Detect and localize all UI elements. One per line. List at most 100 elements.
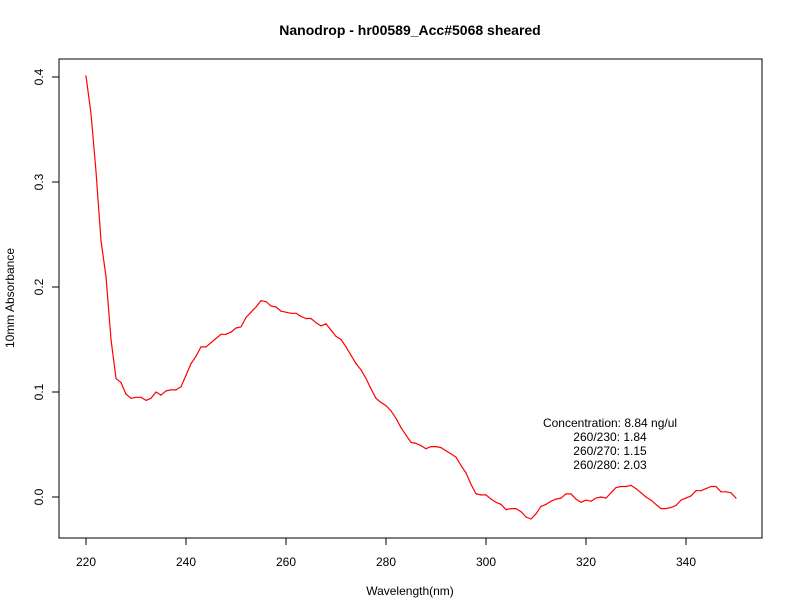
- data-point: [505, 509, 507, 511]
- data-point: [285, 311, 287, 313]
- annotation-line: 260/270: 1.15: [573, 444, 647, 458]
- data-point: [95, 170, 97, 173]
- data-point: [205, 346, 207, 348]
- data-point: [535, 513, 537, 515]
- x-axis-label: Wavelength(nm): [366, 584, 454, 598]
- x-axis: 220 240 260 280 300 320 340: [76, 537, 696, 569]
- data-point: [660, 508, 662, 510]
- data-point: [675, 504, 677, 506]
- data-point: [395, 417, 397, 419]
- data-point: [495, 501, 497, 503]
- data-point: [265, 301, 267, 303]
- data-point: [475, 493, 477, 495]
- data-point: [565, 493, 567, 495]
- data-point: [440, 447, 442, 449]
- chart-title: Nanodrop - hr00589_Acc#5068 sheared: [279, 22, 540, 38]
- data-point: [735, 497, 737, 499]
- data-point: [645, 496, 647, 498]
- data-point: [520, 511, 522, 513]
- data-point: [670, 506, 672, 509]
- data-point: [345, 346, 347, 348]
- data-point: [210, 342, 212, 344]
- data-point: [685, 497, 687, 499]
- data-point: [590, 500, 592, 502]
- data-point: [635, 488, 637, 490]
- data-point: [290, 312, 292, 314]
- data-point: [560, 497, 562, 499]
- data-point: [330, 329, 332, 331]
- data-point: [595, 497, 597, 499]
- data-point: [415, 442, 417, 444]
- data-point: [105, 275, 107, 278]
- data-point: [125, 393, 127, 395]
- y-tick-label: 0.2: [32, 278, 46, 295]
- data-point: [360, 369, 362, 371]
- data-point: [435, 446, 437, 448]
- data-point: [615, 487, 617, 489]
- x-tick-label: 320: [576, 555, 596, 569]
- data-point: [550, 500, 552, 502]
- data-point: [725, 491, 727, 493]
- x-tick-label: 280: [376, 555, 396, 569]
- data-point: [515, 508, 517, 510]
- data-point: [85, 75, 87, 77]
- data-point: [545, 503, 547, 505]
- data-point: [665, 508, 667, 510]
- data-point: [255, 306, 257, 308]
- data-point: [375, 397, 377, 399]
- data-point: [235, 327, 237, 329]
- data-point: [425, 448, 427, 450]
- data-point: [530, 518, 532, 520]
- data-point: [170, 389, 172, 391]
- y-tick-label: 0.0: [32, 488, 46, 505]
- data-point: [335, 335, 337, 337]
- data-point: [320, 325, 322, 327]
- data-point: [120, 382, 122, 384]
- data-point: [280, 310, 282, 312]
- data-point: [260, 300, 262, 302]
- data-point: [705, 488, 707, 490]
- data-point: [270, 305, 272, 307]
- data-point: [160, 394, 162, 396]
- y-axis-label: 10mm Absorbance: [3, 248, 17, 348]
- plot-frame: [58, 58, 763, 539]
- data-point: [250, 311, 252, 313]
- data-point: [650, 499, 652, 501]
- data-point: [625, 485, 627, 488]
- data-point: [300, 315, 302, 317]
- data-point: [355, 363, 357, 365]
- data-point: [420, 445, 422, 447]
- data-point: [240, 326, 242, 328]
- data-point: [710, 485, 712, 488]
- annotation-line: 260/230: 1.84: [573, 430, 647, 444]
- y-tick-label: 0.1: [32, 383, 46, 400]
- data-point: [135, 396, 137, 398]
- data-point: [465, 472, 467, 474]
- data-point: [380, 401, 382, 404]
- data-point: [180, 386, 182, 388]
- x-tick-label: 260: [276, 555, 296, 569]
- data-point: [245, 316, 247, 319]
- data-point: [350, 354, 352, 356]
- data-point: [540, 505, 542, 507]
- data-point: [405, 434, 407, 436]
- data-point: [700, 490, 702, 492]
- data-point: [200, 346, 202, 348]
- data-point: [155, 391, 157, 393]
- data-point: [445, 450, 447, 452]
- data-point: [195, 355, 197, 357]
- data-point: [480, 494, 482, 496]
- annotation-line: Concentration: 8.84 ng/ul: [543, 416, 677, 430]
- data-point: [175, 389, 177, 391]
- data-point: [190, 363, 192, 365]
- data-point: [655, 503, 657, 505]
- data-point: [720, 491, 722, 493]
- data-point: [470, 483, 472, 485]
- data-point: [165, 390, 167, 392]
- data-point: [150, 397, 152, 399]
- data-point: [600, 496, 602, 498]
- data-point: [185, 374, 187, 376]
- data-point: [630, 484, 632, 486]
